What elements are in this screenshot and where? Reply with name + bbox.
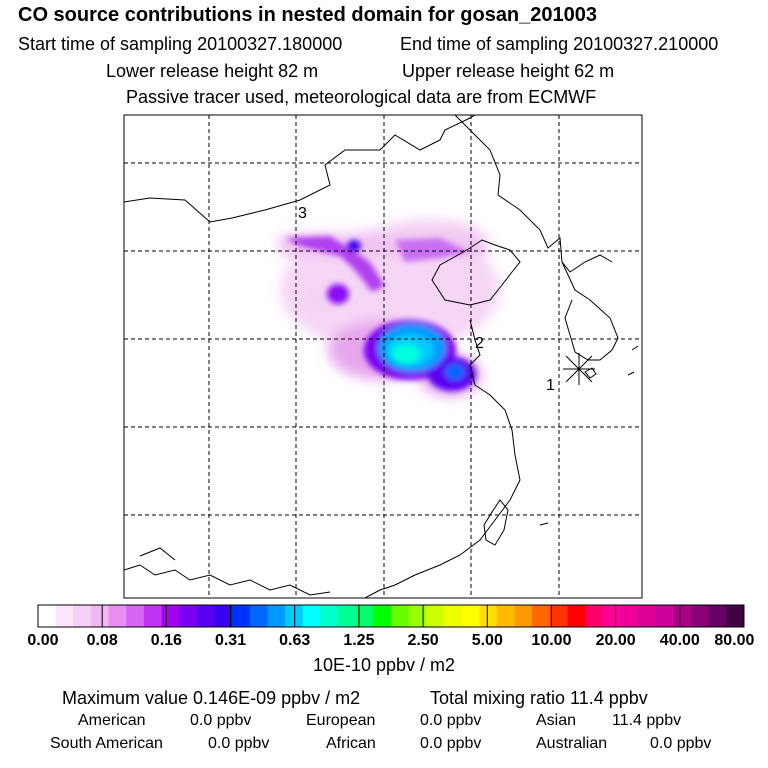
concentration-plume [278,220,500,397]
colorbar-tick-label: 0.16 [150,632,182,649]
colorbar-tick-label: 5.00 [471,632,503,649]
region-value-african: 0.0 ppbv [420,735,482,752]
map-frame [123,114,643,599]
colorbar-tick-label: 2.50 [407,632,439,649]
start-time: Start time of sampling 20100327.180000 [18,34,343,54]
map-gridlines [124,115,642,598]
colorbar-tick-label: 1.25 [343,632,375,649]
colorbar-unit: 10E-10 ppbv / m2 [312,655,456,675]
coastlines [124,115,639,598]
map-label-3: 3 [298,205,307,222]
region-name-european: European [306,712,376,729]
colorbar-tick-label: 0.00 [27,632,59,649]
region-name-asian: Asian [536,712,577,729]
region-value-american: 0.0 ppbv [190,712,252,729]
map-label-2: 2 [475,335,484,352]
total-mixing-ratio: Total mixing ratio 11.4 ppbv [430,688,648,708]
region-value-european: 0.0 ppbv [420,712,482,729]
lower-release-height: Lower release height 82 m [106,61,319,81]
region-value-south-american: 0.0 ppbv [208,735,270,752]
region-name-american: American [78,712,146,729]
region-name-australian: Australian [536,735,608,752]
colorbar-tick-label: 0.31 [214,632,247,649]
region-name-south-american: South American [50,735,163,752]
max-value: Maximum value 0.146E-09 ppbv / m2 [62,688,361,708]
colorbar-tick-label: 0.08 [86,632,118,649]
colorbar-tick-label: 0.63 [279,632,311,649]
asterisk-icon [563,353,595,385]
map-label-1: 1 [546,377,555,394]
chart-title: CO source contributions in nested domain… [18,4,598,26]
region-value-asian: 11.4 ppbv [612,712,682,729]
upper-release-height: Upper release height 62 m [402,61,615,81]
tracer-note: Passive tracer used, meteorological data… [126,87,597,107]
colorbar-tick-label: 80.00 [714,632,755,649]
colorbar-tick-label: 10.00 [531,632,572,649]
colorbar-tick-label: 40.00 [659,632,700,649]
colorbar-tick-label: 20.00 [595,632,636,649]
end-time: End time of sampling 20100327.210000 [400,34,719,54]
region-value-australian: 0.0 ppbv [650,735,712,752]
region-name-african: African [326,735,376,752]
